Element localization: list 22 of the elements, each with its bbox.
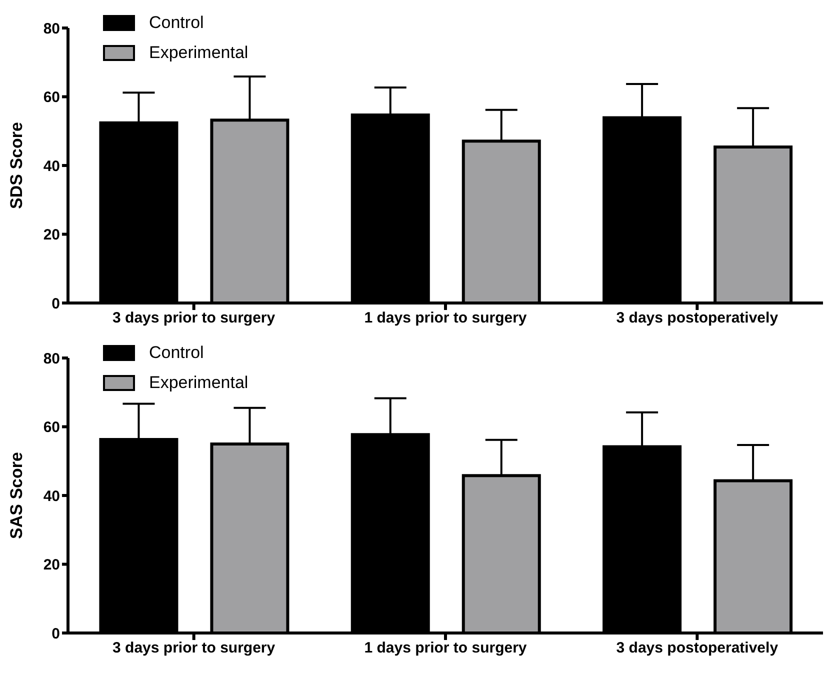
- y-tick-label: 0: [52, 625, 60, 642]
- y-tick-label: 40: [43, 158, 60, 175]
- x-tick-label: 1 days prior to surgery: [364, 310, 528, 327]
- y-tick-label: 20: [43, 556, 60, 574]
- y-tick-label: 60: [43, 419, 60, 436]
- x-tick-label: 3 days postoperatively: [616, 640, 779, 657]
- legend-label: Experimental: [149, 43, 248, 63]
- y-axis-title: SAS Score: [7, 452, 26, 539]
- legend-label: Experimental: [149, 373, 248, 393]
- x-tick-label: 3 days prior to surgery: [112, 310, 276, 327]
- y-axis-title: SDS Score: [7, 122, 26, 209]
- y-tick-label: 20: [43, 226, 60, 244]
- y-tick-label: 40: [43, 488, 60, 505]
- x-tick-label: 1 days prior to surgery: [364, 640, 528, 657]
- y-tick-label: 60: [43, 89, 60, 106]
- y-tick-label: 0: [52, 295, 60, 312]
- x-tick-label: 3 days prior to surgery: [112, 640, 276, 657]
- y-tick-label: 80: [43, 350, 60, 368]
- legend-label: Control: [149, 343, 204, 363]
- legend-label: Control: [149, 13, 204, 33]
- x-tick-label: 3 days postoperatively: [616, 310, 779, 327]
- y-tick-label: 80: [43, 20, 60, 38]
